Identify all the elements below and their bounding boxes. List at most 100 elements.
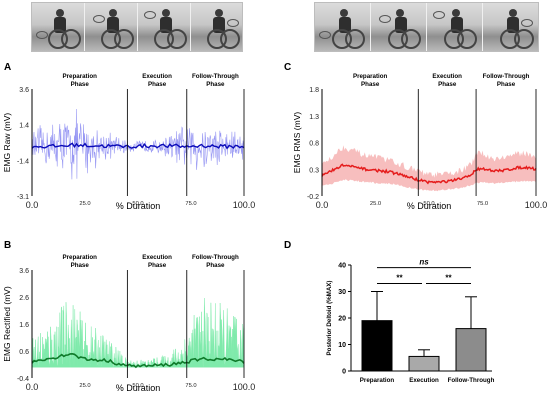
phase-label-preparation-line2: Phase <box>361 81 380 88</box>
panel-letter-b: B <box>4 240 11 251</box>
racket-icon <box>93 15 105 23</box>
y-tick-label: 40 <box>338 263 346 270</box>
x-tick-label: 25.0 <box>79 201 90 207</box>
panel-c-rms-emg: 1.8 1.3 0.8 0.3 -0.20.0 25.0 50.0 75.0 100.0 % Du… <box>292 73 547 211</box>
x-tick-label: 75.0 <box>185 383 196 389</box>
racket-icon <box>433 11 445 19</box>
person-icon <box>55 9 64 17</box>
y-tick-label: 1.8 <box>309 87 319 94</box>
racket-icon <box>36 31 48 39</box>
photo-strip-right <box>314 2 539 52</box>
x-tick-label: 50.0 <box>423 201 434 207</box>
frame-photo <box>191 3 242 51</box>
bar-follow-through <box>455 328 487 372</box>
x-axis-label: % Duration <box>116 201 161 211</box>
phase-label-execution: Execution <box>432 73 462 80</box>
y-tick-label: -0.2 <box>307 194 319 201</box>
panel-letter-d: D <box>284 240 291 251</box>
panel-letter-a: A <box>4 62 11 73</box>
x-tick-label: 100.0 <box>233 200 256 210</box>
phase-label-execution-line2: Phase <box>148 262 167 269</box>
y-tick-label: 0 <box>342 369 346 376</box>
phase-label-execution-line2: Phase <box>438 81 457 88</box>
y-tick-label: -3.1 <box>17 194 29 201</box>
y-tick-label: 0.3 <box>309 167 319 174</box>
x-axis-label: % Duration <box>407 201 452 211</box>
frame-photo <box>427 3 483 51</box>
x-tick-label: 25.0 <box>79 383 90 389</box>
phase-label-preparation: Preparation <box>63 254 98 261</box>
x-tick-label: 75.0 <box>477 201 488 207</box>
y-axis-label: EMG Rectified (mV) <box>2 286 12 362</box>
category-label: Preparation <box>360 377 395 384</box>
phase-label-follow_through-line2: Phase <box>206 81 225 88</box>
panel-a-raw-emg: 3.6 1.4 -1.4 -3.10.0 25.0 50.0 75.0 100.0 % Dura… <box>2 73 255 211</box>
raw-mean-line <box>31 142 245 150</box>
rectified-signal-area <box>31 297 245 368</box>
phase-label-preparation: Preparation <box>63 73 98 80</box>
raw-signal-line <box>31 108 245 180</box>
photo-strip-left <box>31 2 243 52</box>
phase-label-execution: Execution <box>142 254 172 261</box>
y-tick-label: 2.6 <box>19 295 29 302</box>
phase-label-follow_through: Follow-Through <box>483 73 530 80</box>
x-tick-label: 0.0 <box>316 200 329 210</box>
x-tick-label: 0.0 <box>26 200 39 210</box>
y-axis-label: Posterior Deltoid (%MAX) <box>326 281 333 356</box>
phase-label-follow_through-line2: Phase <box>206 262 225 269</box>
frame-photo <box>315 3 371 51</box>
rms-mean-line <box>321 163 537 185</box>
bar-execution <box>408 355 440 372</box>
y-tick-label: 0.8 <box>309 141 319 148</box>
frame-photo <box>371 3 427 51</box>
y-axis-label: EMG Raw (mV) <box>2 113 12 173</box>
y-tick-label: -1.4 <box>17 158 29 165</box>
x-tick-label: 100.0 <box>525 200 548 210</box>
y-tick-label: 1.6 <box>19 322 29 329</box>
significance-label: ** <box>396 274 403 283</box>
y-tick-label: 10 <box>338 342 346 349</box>
y-tick-label: 1.4 <box>19 123 29 130</box>
phase-label-preparation-line2: Phase <box>71 81 90 88</box>
phase-label-preparation: Preparation <box>353 73 388 80</box>
panel-letter-c: C <box>284 62 291 73</box>
y-tick-label: 20 <box>338 316 346 323</box>
racket-icon <box>319 31 331 39</box>
racket-icon <box>379 15 391 23</box>
frame-photo <box>32 3 85 51</box>
frame-photo <box>483 3 538 51</box>
x-axis-label: % Duration <box>116 383 161 393</box>
racket-icon <box>227 19 239 27</box>
phase-label-execution: Execution <box>142 73 172 80</box>
y-tick-label: 3.6 <box>19 268 29 275</box>
x-tick-label: 75.0 <box>185 201 196 207</box>
y-tick-label: 1.3 <box>309 114 319 121</box>
phase-label-follow_through: Follow-Through <box>192 254 239 261</box>
phase-label-follow_through-line2: Phase <box>497 81 516 88</box>
significance-label: ns <box>419 258 429 267</box>
y-tick-label: 3.6 <box>19 87 29 94</box>
y-tick-label: 0.6 <box>19 349 29 356</box>
racket-icon <box>521 19 533 27</box>
frame-photo <box>85 3 138 51</box>
panel-b-rectified-emg: 3.6 2.6 1.6 0.6 -0.40.0 25.0 50.0 75.0 100.0 % Du… <box>2 254 255 393</box>
category-label: Execution <box>409 377 439 384</box>
y-axis-label: EMG RMS (mV) <box>292 112 302 174</box>
bar-preparation <box>361 320 393 372</box>
y-tick-label: -0.4 <box>17 376 29 383</box>
x-tick-label: 50.0 <box>132 383 143 389</box>
x-tick-label: 0.0 <box>26 382 39 392</box>
y-tick-label: 30 <box>338 289 346 296</box>
x-tick-label: 100.0 <box>233 382 256 392</box>
category-label: Follow-Through <box>448 377 495 384</box>
rms-band-area <box>322 145 536 192</box>
x-tick-label: 50.0 <box>132 201 143 207</box>
panel-d-bar-chart: 0 10 20 30 40 Posterior Deltoid (%MAX) Prepara… <box>326 258 495 384</box>
phase-label-execution-line2: Phase <box>148 81 167 88</box>
x-tick-label: 25.0 <box>370 201 381 207</box>
phase-label-preparation-line2: Phase <box>71 262 90 269</box>
racket-icon <box>144 11 156 19</box>
phase-label-follow_through: Follow-Through <box>192 73 239 80</box>
significance-label: ** <box>445 274 452 283</box>
